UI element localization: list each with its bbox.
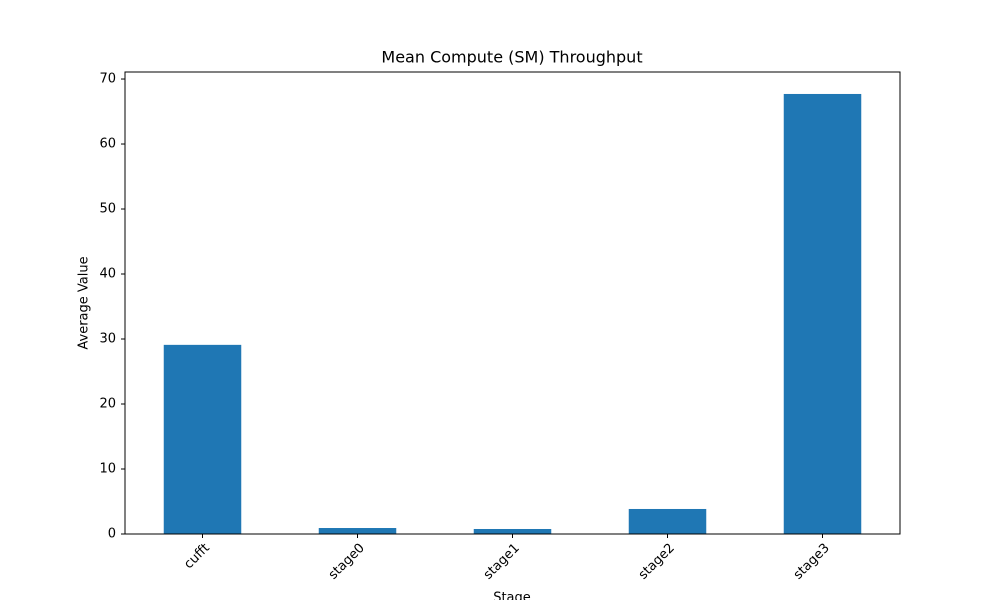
x-tick-label: cufft	[181, 541, 212, 572]
x-tick-label: stage1	[481, 541, 523, 583]
x-axis-label: Stage	[493, 591, 531, 600]
y-tick-label: 70	[99, 72, 116, 87]
y-axis-label: Average Value	[77, 256, 92, 349]
x-tick-label: stage2	[636, 541, 678, 583]
y-tick-label: 10	[99, 462, 116, 477]
plot-frame	[124, 71, 901, 535]
chart-title: Mean Compute (SM) Throughput	[381, 48, 642, 67]
y-tick-label: 0	[108, 527, 116, 542]
bar	[628, 508, 707, 534]
y-tick-label: 60	[99, 137, 116, 152]
bar	[783, 93, 862, 534]
x-tick-label: stage0	[326, 541, 368, 583]
bar	[163, 344, 242, 534]
x-tick-label: stage3	[791, 541, 833, 583]
y-tick-label: 30	[99, 332, 116, 347]
bar	[318, 528, 397, 534]
y-tick-label: 40	[99, 267, 116, 282]
y-tick-label: 20	[99, 397, 116, 412]
y-tick-label: 50	[99, 202, 116, 217]
bar	[473, 528, 552, 534]
